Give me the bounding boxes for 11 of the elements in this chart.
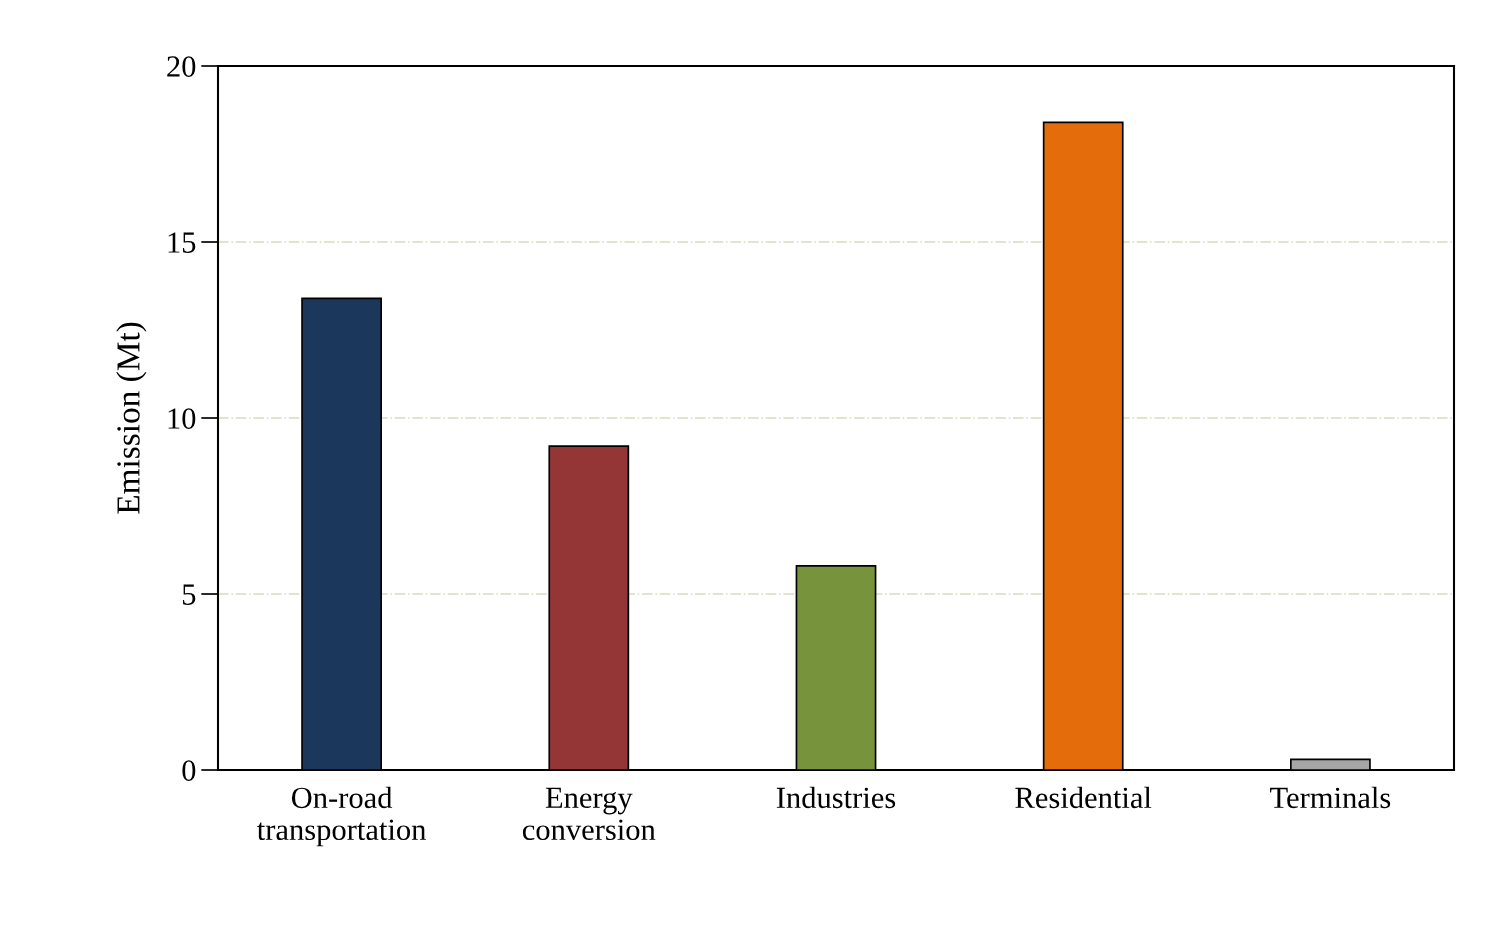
x-tick-label: Energy conversion bbox=[522, 787, 656, 841]
x-tick-label: Residential bbox=[1015, 786, 1152, 809]
y-axis-title: Emission (Mt) bbox=[116, 322, 147, 514]
y-tick-label: 15 bbox=[168, 232, 196, 253]
y-tick-label: 0 bbox=[182, 760, 196, 781]
x-tick-label: On-road transportation bbox=[257, 786, 426, 847]
y-tick-label: 20 bbox=[167, 56, 196, 77]
x-tick-label: Industries bbox=[776, 786, 896, 809]
y-tick-label: 5 bbox=[182, 584, 196, 605]
y-tick-label: 10 bbox=[168, 408, 196, 429]
x-tick-label: Terminals bbox=[1270, 786, 1391, 809]
